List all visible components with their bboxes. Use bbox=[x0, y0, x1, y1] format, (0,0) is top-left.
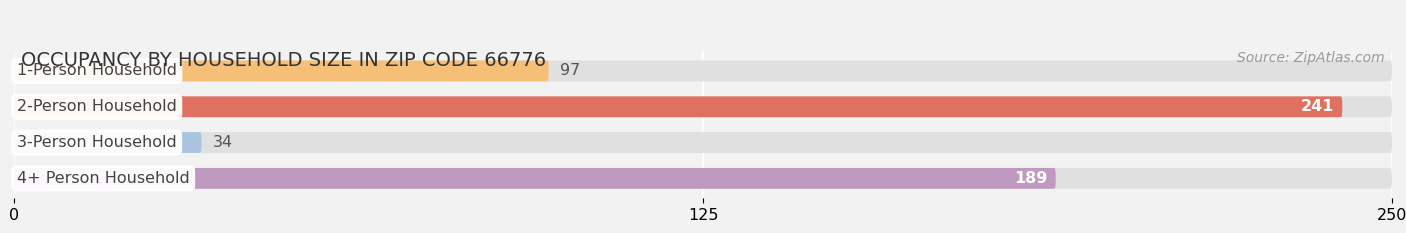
Text: Source: ZipAtlas.com: Source: ZipAtlas.com bbox=[1237, 51, 1385, 65]
Text: 1-Person Household: 1-Person Household bbox=[17, 63, 177, 79]
Text: 189: 189 bbox=[1014, 171, 1047, 186]
FancyBboxPatch shape bbox=[14, 61, 1392, 81]
FancyBboxPatch shape bbox=[14, 96, 1343, 117]
Text: 97: 97 bbox=[560, 63, 579, 79]
Text: 34: 34 bbox=[212, 135, 232, 150]
FancyBboxPatch shape bbox=[14, 168, 1392, 189]
Text: 241: 241 bbox=[1301, 99, 1334, 114]
FancyBboxPatch shape bbox=[14, 61, 548, 81]
Text: 2-Person Household: 2-Person Household bbox=[17, 99, 177, 114]
FancyBboxPatch shape bbox=[14, 132, 1392, 153]
Text: 3-Person Household: 3-Person Household bbox=[17, 135, 177, 150]
Text: 4+ Person Household: 4+ Person Household bbox=[17, 171, 190, 186]
FancyBboxPatch shape bbox=[14, 96, 1392, 117]
FancyBboxPatch shape bbox=[14, 168, 1056, 189]
FancyBboxPatch shape bbox=[14, 132, 201, 153]
Text: OCCUPANCY BY HOUSEHOLD SIZE IN ZIP CODE 66776: OCCUPANCY BY HOUSEHOLD SIZE IN ZIP CODE … bbox=[21, 51, 546, 70]
